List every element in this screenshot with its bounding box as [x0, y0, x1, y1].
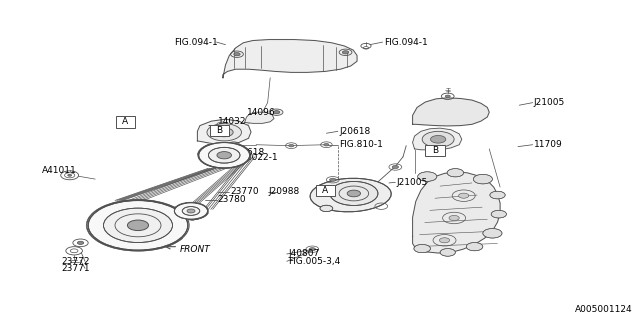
Text: 23772: 23772 [61, 257, 90, 266]
FancyBboxPatch shape [426, 145, 445, 156]
Circle shape [392, 165, 399, 169]
Text: J21005: J21005 [397, 178, 428, 187]
Circle shape [273, 111, 280, 114]
Polygon shape [244, 112, 274, 123]
Polygon shape [413, 98, 489, 126]
Polygon shape [413, 172, 500, 253]
Text: 14032: 14032 [218, 116, 246, 126]
Circle shape [270, 109, 283, 116]
Circle shape [422, 131, 454, 147]
Circle shape [187, 209, 195, 213]
Circle shape [77, 241, 84, 244]
Text: B: B [432, 146, 438, 155]
Text: A: A [322, 186, 328, 195]
Circle shape [473, 174, 492, 184]
Polygon shape [223, 40, 357, 78]
Text: J20618: J20618 [234, 148, 265, 156]
Text: 14096: 14096 [246, 108, 275, 117]
Circle shape [88, 200, 188, 250]
Circle shape [215, 128, 233, 137]
Circle shape [68, 174, 72, 176]
Circle shape [449, 215, 460, 220]
Circle shape [459, 193, 468, 198]
Text: 23780: 23780 [218, 195, 246, 204]
Ellipse shape [310, 178, 391, 212]
Circle shape [418, 172, 437, 181]
Circle shape [209, 147, 240, 163]
Text: 23769: 23769 [207, 125, 236, 134]
Text: 23771: 23771 [61, 264, 90, 273]
Circle shape [127, 220, 148, 231]
Circle shape [231, 143, 236, 146]
Circle shape [490, 191, 505, 199]
Text: FIG.094-1: FIG.094-1 [384, 38, 428, 47]
Circle shape [414, 244, 431, 253]
Circle shape [198, 142, 250, 168]
Text: A41011: A41011 [42, 166, 77, 175]
Circle shape [104, 208, 173, 243]
Circle shape [216, 151, 233, 159]
Text: FRONT: FRONT [179, 245, 211, 254]
Circle shape [127, 220, 148, 231]
Text: J20988: J20988 [269, 188, 300, 196]
Circle shape [309, 248, 316, 251]
Circle shape [342, 51, 349, 54]
Circle shape [234, 52, 240, 56]
Text: J40807: J40807 [288, 250, 319, 259]
Text: A005001124: A005001124 [575, 305, 633, 314]
Circle shape [207, 124, 241, 141]
Text: FIG.094-1: FIG.094-1 [174, 38, 218, 47]
Circle shape [289, 144, 294, 147]
FancyBboxPatch shape [209, 125, 228, 136]
FancyBboxPatch shape [116, 116, 135, 127]
Circle shape [347, 190, 360, 197]
FancyBboxPatch shape [316, 185, 335, 196]
Circle shape [330, 181, 378, 205]
Circle shape [174, 203, 207, 219]
Circle shape [440, 238, 450, 243]
Circle shape [440, 249, 456, 256]
Text: A: A [122, 117, 128, 126]
Text: FIG.005-3,4: FIG.005-3,4 [288, 257, 340, 266]
Circle shape [220, 124, 225, 126]
Circle shape [182, 207, 200, 215]
Text: FIG.022-1: FIG.022-1 [234, 153, 277, 162]
Circle shape [330, 178, 336, 181]
Text: 11709: 11709 [534, 140, 563, 149]
Circle shape [447, 169, 464, 177]
Text: J20618: J20618 [339, 127, 371, 136]
Circle shape [324, 143, 329, 146]
Circle shape [483, 228, 502, 238]
Text: FIG.810-1: FIG.810-1 [339, 140, 383, 149]
Text: B: B [216, 126, 222, 135]
Circle shape [467, 243, 483, 251]
Circle shape [491, 210, 506, 218]
Text: J21005: J21005 [534, 98, 565, 107]
Circle shape [320, 205, 333, 212]
Circle shape [431, 135, 446, 143]
Circle shape [217, 152, 232, 159]
Circle shape [445, 95, 451, 98]
Text: 23770: 23770 [230, 188, 259, 196]
Circle shape [188, 209, 195, 213]
Polygon shape [413, 128, 462, 150]
Polygon shape [197, 119, 251, 144]
